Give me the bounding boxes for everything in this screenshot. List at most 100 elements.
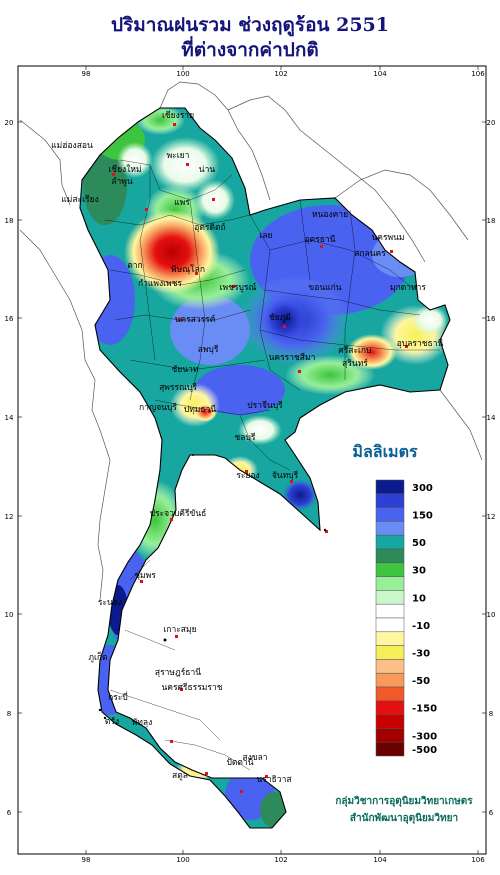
province-label: ระนอง — [98, 598, 122, 608]
lat-tick-label-left: 12 — [5, 513, 14, 521]
province-label: แพร่ — [174, 198, 190, 208]
lon-tick-label-top: 98 — [82, 70, 91, 78]
province-label: อุดรธานี — [305, 234, 336, 245]
map-subtitle: ที่ต่างจากค่าปกติ — [181, 39, 319, 61]
province-label: สุราษฎร์ธานี — [155, 667, 201, 678]
legend-title: มิลลิเมตร — [352, 442, 418, 461]
province-label: สงขลา — [242, 753, 267, 763]
province-label: นครพนม — [371, 233, 404, 243]
province-label: ลพบุรี — [198, 344, 219, 355]
lat-tick-label-right: 10 — [487, 611, 496, 619]
lon-tick-label-bottom: 102 — [274, 856, 287, 864]
legend-label: 50 — [412, 538, 426, 549]
lon-tick-label-bottom: 104 — [373, 856, 387, 864]
legend-swatch — [375, 645, 405, 660]
province-label: ลำพูน — [111, 177, 133, 187]
province-label: นครสวรรค์ — [175, 314, 216, 325]
lat-tick-label-right: 18 — [487, 217, 496, 225]
legend-swatch — [375, 576, 405, 591]
province-label: แม่สะเรียง — [61, 194, 98, 205]
lat-tick-label-left: 18 — [5, 217, 14, 225]
province-label: เกาะสมุย — [163, 625, 196, 635]
legend-swatch — [375, 479, 405, 495]
legend-label: -50 — [412, 676, 430, 687]
province-label: ตรัง — [105, 717, 119, 727]
lon-tick-label-bottom: 106 — [471, 856, 485, 864]
lat-tick-label-right: 6 — [489, 809, 494, 817]
map-title: ปริมาณฝนรวม ช่วงฤดูร้อน 2551 — [110, 14, 389, 36]
province-label: ขอนแก่น — [308, 283, 341, 293]
neighbor-borders — [19, 81, 483, 601]
province-label: ชัยภูมิ — [269, 313, 291, 323]
legend-swatch — [375, 493, 405, 508]
province-label: ภูเก็ต — [88, 651, 107, 663]
legend-swatch — [375, 562, 405, 577]
lon-tick-label-top: 102 — [274, 70, 287, 78]
province-label: นราธิวาส — [256, 775, 292, 785]
lon-tick-label-top: 106 — [471, 70, 485, 78]
legend-swatch — [375, 728, 405, 743]
legend-label: 150 — [412, 511, 433, 522]
legend-swatch — [375, 700, 405, 715]
province-label: ศรีสะเกษ — [338, 345, 372, 356]
province-label: น่าน — [199, 165, 216, 175]
province-label: พัทลุง — [132, 718, 153, 728]
lat-tick-label-right: 8 — [489, 710, 493, 718]
lat-tick-label-left: 14 — [5, 414, 14, 422]
lon-tick-label-top: 100 — [176, 70, 189, 78]
lat-tick-label-left: 8 — [7, 710, 11, 718]
province-label: ชุมพร — [134, 571, 156, 581]
province-label: นครราชสีมา — [269, 352, 316, 363]
islands — [98, 454, 327, 720]
province-label: ตาก — [127, 261, 142, 271]
province-label: ปทุมธานี — [184, 404, 217, 415]
province-label: เลย — [259, 231, 272, 241]
province-label: พะเยา — [167, 151, 190, 161]
legend-swatch — [375, 617, 405, 633]
province-label: ปัตตานี — [226, 757, 253, 768]
province-label: กำแพงเพชร — [138, 279, 182, 289]
legend-swatch — [375, 603, 405, 619]
province-label: อุบลราชธานี — [397, 338, 444, 349]
legend-label: -500 — [412, 745, 437, 756]
province-label: นครศรีธรรมราช — [161, 682, 222, 693]
province-label: กาญจนบุรี — [139, 402, 177, 413]
legend: 300 150 50 30 10 -10 -30 -50 -150 -300 -500 — [375, 479, 437, 757]
legend-swatch — [375, 507, 405, 522]
credit-bureau: สำนักพัฒนาอุตุนิยมวิทยา — [349, 813, 459, 824]
legend-label: -10 — [412, 621, 430, 632]
legend-label: 30 — [412, 566, 426, 577]
legend-swatch — [375, 659, 405, 674]
province-label: ชลบุรี — [235, 432, 256, 443]
province-label: จันทบุรี — [272, 470, 299, 481]
province-label: อุตรดิตถ์ — [194, 222, 225, 233]
legend-swatch — [375, 521, 405, 536]
province-label: เพชรบูรณ์ — [220, 282, 257, 293]
legend-swatch — [375, 686, 405, 702]
province-label: สุรินทร์ — [342, 358, 368, 369]
legend-label: -150 — [412, 704, 437, 715]
legend-swatch — [375, 548, 405, 564]
legend-swatch — [375, 741, 405, 757]
credit-department: กลุ่มวิชาการอุตุนิยมวิทยาเกษตร — [335, 796, 473, 807]
province-label: เชียงราย — [162, 110, 194, 121]
lat-tick-label-right: 20 — [487, 119, 496, 127]
province-label: ชัยนาท — [172, 365, 199, 375]
province-label: ประจวบคีรีขันธ์ — [150, 508, 207, 519]
legend-swatch — [375, 590, 405, 605]
lon-tick-label-bottom: 100 — [176, 856, 189, 864]
province-label: มุกดาหาร — [390, 283, 426, 293]
legend-label: 300 — [412, 483, 433, 494]
lat-tick-label-left: 16 — [5, 315, 14, 323]
province-label: สุพรรณบุรี — [159, 382, 197, 393]
lat-tick-label-left: 20 — [5, 119, 14, 127]
province-label: เชียงใหม่ — [108, 164, 141, 175]
legend-label: 10 — [412, 593, 426, 604]
province-label: สกลนคร — [354, 249, 386, 259]
lon-tick-label-bottom: 98 — [82, 856, 91, 864]
legend-swatch — [375, 672, 405, 688]
legend-swatch — [375, 714, 405, 729]
